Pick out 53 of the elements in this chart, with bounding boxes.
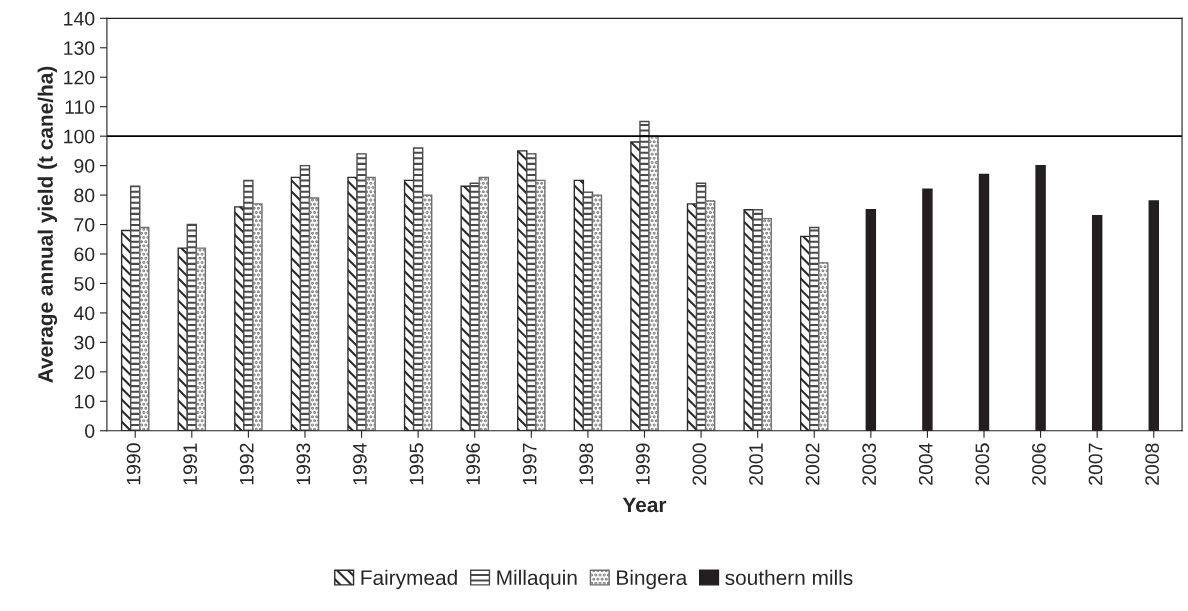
x-tick-label: 1997 bbox=[522, 443, 537, 485]
x-tick-label: 1990 bbox=[126, 443, 141, 485]
y-tick-label: 40 bbox=[73, 306, 95, 321]
x-tick-label: 2004 bbox=[918, 443, 933, 485]
bar bbox=[535, 179, 546, 431]
x-tick-label: 1995 bbox=[409, 443, 424, 485]
legend-label: Millaquin bbox=[497, 569, 577, 590]
bar bbox=[195, 247, 207, 431]
bar bbox=[761, 217, 772, 431]
x-tick-label: 2000 bbox=[692, 443, 707, 485]
legend-label: southern mills bbox=[725, 569, 853, 586]
bar bbox=[139, 226, 150, 431]
bar bbox=[421, 194, 433, 431]
x-tick-label: 2002 bbox=[805, 443, 820, 485]
bar bbox=[252, 203, 263, 431]
bar bbox=[308, 197, 320, 431]
y-tick-label: 90 bbox=[74, 159, 95, 173]
bar bbox=[591, 194, 603, 431]
y-tick-label: 100 bbox=[64, 129, 95, 144]
x-tick-label: 1994 bbox=[353, 443, 367, 485]
bar bbox=[648, 135, 659, 431]
y-tick-label: 30 bbox=[74, 335, 95, 350]
y-tick-label: 80 bbox=[74, 188, 95, 203]
bar bbox=[365, 176, 376, 431]
y-tick-label: 10 bbox=[74, 394, 95, 409]
x-tick-label: 2001 bbox=[749, 443, 763, 485]
x-tick-label: 1991 bbox=[183, 443, 198, 485]
y-tick-label: 20 bbox=[74, 365, 95, 380]
bar bbox=[704, 200, 716, 431]
y-axis-title: Average annual yield (t cane/ha) bbox=[37, 66, 58, 383]
bar bbox=[478, 176, 490, 431]
bar bbox=[818, 262, 829, 431]
y-tick-label: 60 bbox=[74, 247, 95, 262]
legend-label: Fairymead bbox=[361, 569, 457, 590]
x-tick-label: 2005 bbox=[975, 443, 990, 485]
x-tick-label: 2008 bbox=[1145, 443, 1159, 485]
y-tick-label: 110 bbox=[65, 100, 95, 114]
x-tick-label: 1993 bbox=[296, 443, 311, 485]
x-axis-title: Year bbox=[622, 497, 667, 513]
x-tick-label: 1992 bbox=[239, 443, 254, 485]
y-tick-label: 120 bbox=[64, 70, 95, 85]
x-tick-label: 1999 bbox=[635, 443, 650, 485]
y-tick-label: 0 bbox=[85, 424, 95, 438]
x-tick-label: 1996 bbox=[466, 443, 480, 485]
x-tick-label: 1998 bbox=[579, 443, 594, 485]
y-tick-label: 140 bbox=[64, 11, 95, 26]
y-tick-label: 50 bbox=[74, 276, 95, 291]
x-tick-label: 2006 bbox=[1032, 443, 1046, 485]
x-tick-label: 2003 bbox=[862, 443, 877, 485]
x-tick-label: 2007 bbox=[1088, 443, 1103, 485]
y-tick-label: 130 bbox=[64, 41, 95, 56]
y-tick-label: 70 bbox=[74, 218, 95, 232]
legend-label: Bingera bbox=[617, 569, 688, 590]
